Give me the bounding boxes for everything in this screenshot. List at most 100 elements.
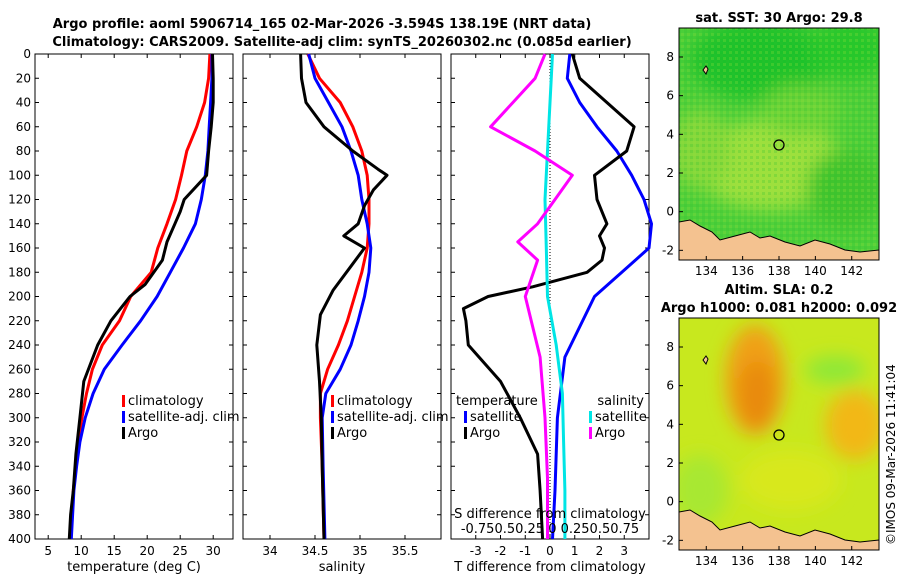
y-tick-label: 20 <box>16 71 31 85</box>
imos-credit-stamp: ©IMOS 09-Mar-2026 11:41:04 <box>884 364 898 545</box>
difference-xlabel: T difference from climatology <box>453 560 646 575</box>
y-tick-label: 160 <box>8 241 31 255</box>
x-tick-label: 10 <box>74 544 89 558</box>
legend-label-s-argo: Argo <box>595 426 625 441</box>
salinity-panel: 34 34.5 35 35.5 salinity climatology satell… <box>242 53 449 575</box>
legend-swatch-t-satellite <box>464 411 467 423</box>
y-tick-label: 200 <box>8 290 31 304</box>
map-lat-label: 2 <box>666 456 674 470</box>
legend-swatch-t-argo <box>464 427 467 439</box>
legend-label-t-satellite: satellite <box>470 410 522 425</box>
y-tick-label: 80 <box>16 144 31 158</box>
map-lat-label: -2 <box>662 533 674 547</box>
legend-label-argo: Argo <box>128 426 158 441</box>
x-tick-label: 2 <box>596 544 604 558</box>
legend-label-s-satellite: satellite <box>595 410 647 425</box>
series-line-t-argo <box>461 53 636 540</box>
x-tick-label: -2 <box>495 544 507 558</box>
legend-swatch-climatology <box>331 395 334 407</box>
legend-swatch-climatology <box>122 395 125 407</box>
legend-label-climatology: climatology <box>128 394 204 409</box>
depth-axis: 0 20 40 60 80 100 120 140 160 180 200 220 240 260 280 3… <box>8 47 233 546</box>
legend-swatch-satellite <box>122 411 125 423</box>
y-tick-label: 120 <box>8 193 31 207</box>
map-lon-label: 134 <box>695 264 718 278</box>
map-lon-label: 136 <box>731 554 754 568</box>
difference-plot-frame <box>450 53 650 540</box>
legend-label-climatology: climatology <box>337 394 413 409</box>
x-tick-label: 5 <box>44 544 52 558</box>
x-tick-label: 34 <box>262 544 277 558</box>
salinity-difference-ticklabels: -0.750.50.25 0 0.250.50.75 <box>461 522 639 537</box>
legend-swatch-argo <box>331 427 334 439</box>
temperature-x-axis: 5 10 15 20 25 30 <box>44 54 221 558</box>
sla-map-subtitle: Argo h1000: 0.081 h2000: 0.092 <box>661 301 897 316</box>
figure-title-line2: Climatology: CARS2009. Satellite-adj cli… <box>52 35 631 50</box>
series-line-argo <box>67 53 215 540</box>
legend-swatch-s-satellite <box>589 411 592 423</box>
map-lat-label: -2 <box>662 243 674 257</box>
y-tick-label: 0 <box>23 47 31 61</box>
map-lat-label: 6 <box>666 379 674 393</box>
map-lon-label: 138 <box>768 554 791 568</box>
sla-map-panel: Altim. SLA: 0.2 Argo h1000: 0.081 h2000:… <box>661 283 897 568</box>
sla-map-axes: 134 136 138 140 142 -2 0 2 4 6 8 <box>662 340 863 568</box>
y-tick-label: 60 <box>16 120 31 134</box>
temperature-plot-frame <box>34 53 234 540</box>
y-tick-label: 280 <box>8 387 31 401</box>
legend-title-temperature: temperature <box>456 394 538 409</box>
x-tick-label: 30 <box>206 544 221 558</box>
y-tick-label: 300 <box>8 411 31 425</box>
map-lon-label: 140 <box>804 264 827 278</box>
temperature-legend: climatology satellite-adj. clim Argo <box>122 394 240 441</box>
y-tick-label: 260 <box>8 362 31 376</box>
sst-argo-location-marker <box>773 139 785 151</box>
map-lat-label: 4 <box>666 127 674 141</box>
map-lon-label: 142 <box>840 264 863 278</box>
difference-series <box>461 53 653 540</box>
y-tick-label: 340 <box>8 459 31 473</box>
series-line-argo <box>299 53 389 540</box>
sla-land-new-guinea <box>679 509 879 550</box>
y-tick-label: 360 <box>8 484 31 498</box>
y-tick-label: 380 <box>8 508 31 522</box>
map-lat-label: 2 <box>666 166 674 180</box>
map-lat-label: 0 <box>666 495 674 509</box>
legend-label-argo: Argo <box>337 426 367 441</box>
map-lat-label: 6 <box>666 89 674 103</box>
map-lon-label: 142 <box>840 554 863 568</box>
legend-swatch-s-argo <box>589 427 592 439</box>
x-tick-label: 20 <box>140 544 155 558</box>
map-lat-label: 0 <box>666 205 674 219</box>
sla-map-title: Altim. SLA: 0.2 <box>725 283 834 298</box>
map-lon-label: 136 <box>731 264 754 278</box>
x-tick-label: 25 <box>173 544 188 558</box>
map-lat-label: 8 <box>666 340 674 354</box>
x-tick-label: 15 <box>107 544 122 558</box>
map-lon-label: 134 <box>695 554 718 568</box>
x-tick-label: 0 <box>546 544 554 558</box>
salinity-x-axis: 34 34.5 35 35.5 <box>262 54 418 558</box>
temperature-xlabel: temperature (deg C) <box>67 560 201 575</box>
map-lat-label: 4 <box>666 417 674 431</box>
sst-map-image <box>679 28 879 260</box>
legend-label-satellite: satellite-adj. clim <box>128 410 240 425</box>
map-lon-label: 140 <box>804 554 827 568</box>
figure-title-line1: Argo profile: aoml 5906714_165 02-Mar-20… <box>53 17 592 32</box>
sst-map-panel: sat. SST: 30 Argo: 29.8 134 136 138 140 142 -… <box>662 11 880 278</box>
sst-map-axes: 134 136 138 140 142 -2 0 2 4 6 8 <box>662 50 863 278</box>
salinity-legend: climatology satellite-adj. clim Argo <box>331 394 449 441</box>
salinity-depth-ticks <box>243 53 441 540</box>
legend-swatch-satellite <box>331 411 334 423</box>
x-tick-label: -1 <box>519 544 531 558</box>
map-lat-label: 8 <box>666 50 674 64</box>
salinity-xlabel: salinity <box>319 560 366 575</box>
sst-pixel-texture <box>679 28 879 260</box>
salinity-series <box>299 53 389 540</box>
y-tick-label: 320 <box>8 435 31 449</box>
series-line-t-satellite <box>551 53 653 540</box>
x-tick-label: -3 <box>470 544 482 558</box>
x-tick-label: 3 <box>620 544 628 558</box>
x-tick-label: 35 <box>352 544 367 558</box>
